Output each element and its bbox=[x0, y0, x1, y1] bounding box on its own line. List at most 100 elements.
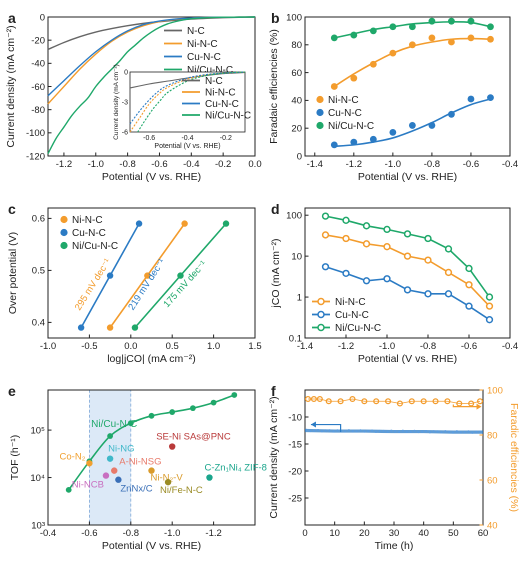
y-tick-label: 0.6 bbox=[32, 214, 45, 225]
x-tick-label: -1.0 bbox=[385, 159, 401, 170]
y-axis-label: Current density (mA cm⁻²) bbox=[5, 25, 17, 147]
current-density-point bbox=[336, 429, 339, 432]
x-tick-label: -0.6 bbox=[81, 528, 97, 539]
data-point bbox=[342, 216, 350, 224]
current-density-point bbox=[316, 428, 320, 432]
data-point bbox=[65, 486, 72, 493]
data-point bbox=[403, 230, 412, 238]
x-tick-label: -1.4 bbox=[307, 159, 323, 170]
axis-arrow bbox=[310, 423, 342, 433]
legend-marker bbox=[60, 241, 68, 250]
panel-letter: a bbox=[8, 10, 16, 26]
current-density-point bbox=[475, 430, 478, 434]
panel-letter: d bbox=[271, 201, 280, 217]
data-point bbox=[448, 17, 455, 25]
legend-entry: Cu-N-C bbox=[205, 99, 239, 110]
data-point bbox=[408, 122, 416, 129]
current-density-point bbox=[351, 430, 354, 433]
tafel-slope-annotation: 175 mV dec⁻¹ bbox=[161, 259, 209, 310]
current-density-point bbox=[440, 431, 443, 434]
data-point bbox=[467, 95, 475, 103]
reference-point bbox=[164, 478, 172, 486]
current-density-point bbox=[459, 431, 462, 434]
y-axis-label: Faradaic efficiencies (%) bbox=[268, 29, 280, 144]
x-tick-label: -1.2 bbox=[205, 528, 221, 539]
data-point bbox=[444, 268, 453, 277]
current-density-point bbox=[359, 429, 362, 432]
data-point bbox=[107, 433, 113, 439]
reference-label: Ni/Fe-N-C bbox=[160, 485, 203, 496]
current-density-point bbox=[448, 430, 451, 434]
y-tick-label: 10⁴ bbox=[30, 473, 45, 484]
x-tick-label: -1.2 bbox=[346, 159, 362, 170]
y-tick-label: -25 bbox=[288, 493, 302, 504]
data-point bbox=[389, 128, 397, 136]
inset-series-line bbox=[137, 71, 246, 133]
x-tick-label: -0.6 bbox=[461, 341, 477, 352]
plot-frame bbox=[47, 207, 256, 339]
data-point bbox=[424, 256, 432, 264]
data-point bbox=[444, 245, 453, 253]
panel-letter: e bbox=[8, 383, 16, 399]
data-point bbox=[485, 316, 494, 324]
current-density-point bbox=[309, 429, 312, 433]
data-point bbox=[330, 83, 338, 90]
y-tick-label: 80 bbox=[291, 40, 302, 51]
data-point bbox=[465, 281, 473, 289]
x-tick-label: 10 bbox=[329, 528, 340, 539]
legend-entry: Ni/Cu-N-C bbox=[72, 241, 118, 252]
data-point bbox=[177, 272, 184, 279]
data-point bbox=[403, 252, 412, 260]
y-tick-label: -60 bbox=[31, 82, 45, 93]
panel-a: -1.2 -1.0 -0.8 -0.6 -0.4 -0.2 0.0 -120 -100 -80 -6… bbox=[5, 10, 262, 183]
data-point bbox=[135, 220, 143, 227]
current-density-point bbox=[401, 429, 404, 432]
legend-entry: Cu-N-C bbox=[187, 52, 221, 63]
reference-label: Co-N₂ bbox=[60, 451, 86, 462]
legend-marker bbox=[60, 228, 68, 237]
reference-point bbox=[102, 472, 110, 479]
data-point bbox=[210, 399, 217, 406]
reference-point bbox=[206, 474, 213, 481]
data-point bbox=[127, 420, 134, 427]
y-tick-label: 0.1 bbox=[289, 333, 302, 344]
axis-arrow-head bbox=[476, 403, 482, 410]
y-tick-label: 1 bbox=[297, 292, 302, 303]
x-tick-label: -0.8 bbox=[123, 528, 139, 539]
fit-line bbox=[334, 98, 491, 148]
current-density-point bbox=[421, 430, 424, 433]
current-density-point bbox=[328, 429, 331, 432]
data-point bbox=[321, 263, 330, 271]
data-point bbox=[350, 31, 358, 39]
panel-letter: b bbox=[271, 10, 280, 26]
data-point bbox=[362, 222, 371, 230]
x-tick-label: -0.6 bbox=[151, 159, 167, 170]
inset-y-tick-label: 0 bbox=[124, 70, 128, 77]
inset-x-axis-label: Potential (V vs. RHE) bbox=[154, 143, 220, 150]
panel-c: -1.0 -0.5 0.0 0.5 1.0 1.5 0.4 0.5 0.6 log|jCO| (m… bbox=[7, 201, 262, 365]
x-axis-label: Potential (V vs. RHE) bbox=[102, 540, 201, 552]
current-density-point bbox=[355, 430, 358, 433]
current-density-point bbox=[455, 430, 458, 433]
x-axis-label: log|jCO| (mA cm⁻²) bbox=[107, 353, 196, 365]
y-tick-label: 0.5 bbox=[32, 266, 45, 277]
panel-b: -1.4 -1.2 -1.0 -0.8 -0.6 -0.4 0 20 40 60 80 100 Pote… bbox=[268, 10, 518, 183]
data-point bbox=[369, 60, 377, 68]
current-density-point bbox=[444, 430, 447, 433]
data-point bbox=[369, 27, 377, 35]
x-tick-label: -0.6 bbox=[463, 159, 479, 170]
y-tick-label: 60 bbox=[291, 68, 302, 79]
current-density-point bbox=[432, 430, 435, 433]
series-line bbox=[47, 16, 256, 155]
current-density-point bbox=[320, 430, 324, 433]
y-tick-label: 10³ bbox=[31, 520, 45, 531]
plot-frame bbox=[304, 389, 484, 526]
legend-marker bbox=[317, 297, 325, 306]
current-density-point bbox=[394, 430, 397, 433]
data-point bbox=[350, 138, 358, 146]
x-tick-label: -1.0 bbox=[164, 528, 180, 539]
legend-entry: N-C bbox=[187, 26, 205, 37]
reference-label: A-Ni-NSG bbox=[119, 457, 161, 468]
reference-point bbox=[148, 467, 155, 474]
